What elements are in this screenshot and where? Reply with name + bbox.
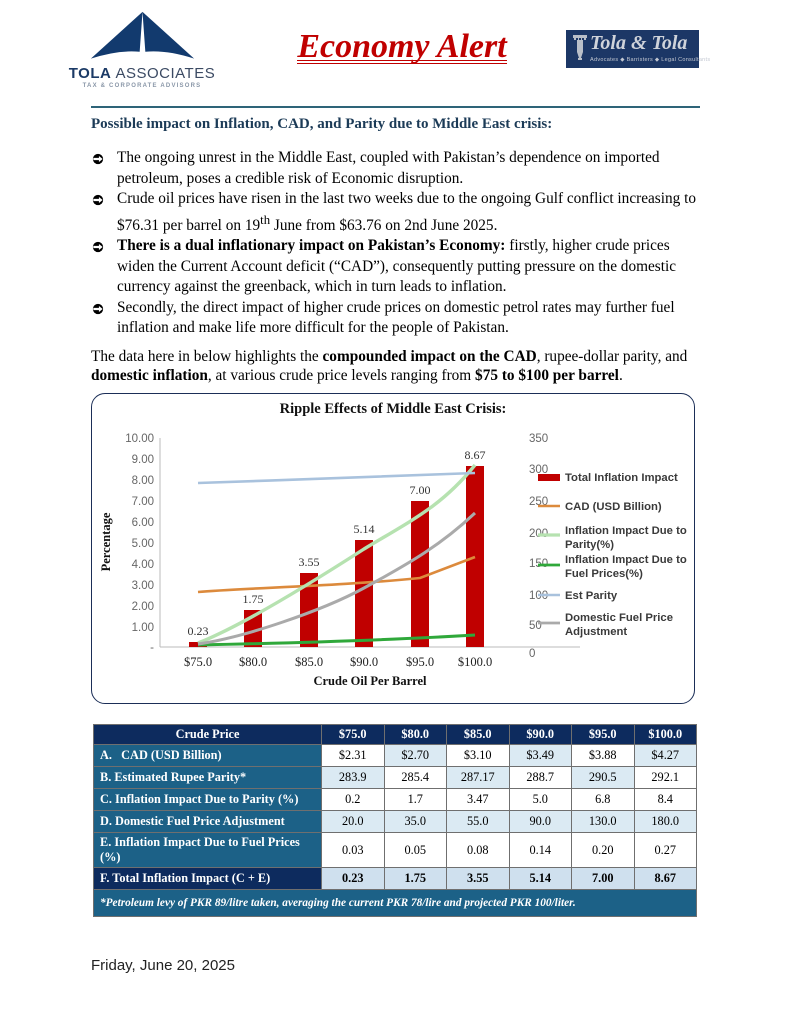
svg-text:Fuel Prices(%): Fuel Prices(%) bbox=[565, 568, 643, 580]
svg-text:$85.0: $85.0 bbox=[295, 655, 323, 669]
svg-text:Percentage: Percentage bbox=[99, 512, 113, 571]
svg-text:2.00: 2.00 bbox=[132, 601, 154, 613]
svg-text:$95.0: $95.0 bbox=[406, 655, 434, 669]
svg-text:3.55: 3.55 bbox=[299, 555, 320, 569]
svg-text:0: 0 bbox=[529, 648, 535, 660]
svg-text:9.00: 9.00 bbox=[132, 454, 154, 466]
svg-text:$75.0: $75.0 bbox=[184, 655, 212, 669]
svg-text:-: - bbox=[150, 642, 154, 654]
svg-text:$100.0: $100.0 bbox=[458, 655, 492, 669]
svg-text:Crude Oil Per Barrel: Crude Oil Per Barrel bbox=[313, 674, 427, 688]
svg-text:Parity(%): Parity(%) bbox=[565, 539, 614, 551]
svg-text:7.00: 7.00 bbox=[410, 483, 431, 497]
svg-text:4.00: 4.00 bbox=[132, 559, 154, 571]
svg-text:10.00: 10.00 bbox=[125, 433, 154, 445]
svg-text:1.75: 1.75 bbox=[243, 592, 264, 606]
svg-text:Inflation Impact Due to: Inflation Impact Due to bbox=[565, 554, 687, 566]
svg-text:8.00: 8.00 bbox=[132, 475, 154, 487]
svg-text:350: 350 bbox=[529, 433, 548, 445]
svg-text:Total Inflation Impact: Total Inflation Impact bbox=[565, 472, 678, 484]
svg-text:6.00: 6.00 bbox=[132, 517, 154, 529]
svg-text:7.00: 7.00 bbox=[132, 496, 154, 508]
svg-text:Inflation Impact Due to: Inflation Impact Due to bbox=[565, 525, 687, 537]
svg-text:CAD (USD Billion): CAD (USD Billion) bbox=[565, 501, 662, 513]
svg-text:Est Parity: Est Parity bbox=[565, 590, 618, 602]
svg-text:1.00: 1.00 bbox=[132, 622, 154, 634]
svg-text:5.14: 5.14 bbox=[354, 522, 375, 536]
svg-text:5.00: 5.00 bbox=[132, 538, 154, 550]
svg-text:Adjustment: Adjustment bbox=[565, 626, 627, 638]
svg-text:Domestic Fuel Price: Domestic Fuel Price bbox=[565, 612, 673, 624]
svg-text:8.67: 8.67 bbox=[465, 448, 486, 462]
svg-text:$80.0: $80.0 bbox=[239, 655, 267, 669]
svg-text:3.00: 3.00 bbox=[132, 580, 154, 592]
svg-text:$90.0: $90.0 bbox=[350, 655, 378, 669]
svg-text:0.23: 0.23 bbox=[188, 624, 209, 638]
